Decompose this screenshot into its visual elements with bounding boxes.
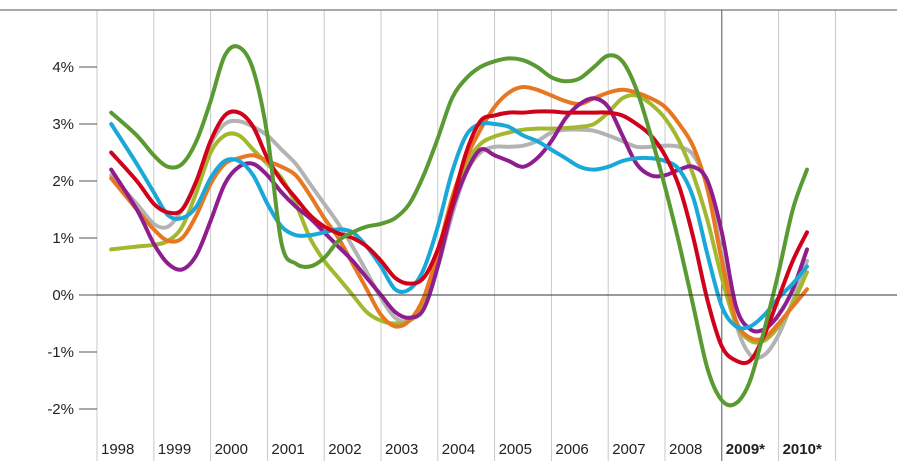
series-line-5 xyxy=(109,84,809,342)
grid xyxy=(96,10,836,461)
series-line-6 xyxy=(109,93,809,345)
series-lines xyxy=(109,44,809,408)
y-axis-ticks: 4% 3% 2% 1% 0% -1% -2% xyxy=(47,59,97,418)
y-tick-label: 4% xyxy=(52,59,74,76)
x-tick-label: 1998 xyxy=(101,441,134,458)
y-tick-label: -1% xyxy=(47,344,74,361)
x-tick-label: 2001 xyxy=(271,441,304,458)
x-tick-label: 2002 xyxy=(328,441,361,458)
x-tick-label: 2005 xyxy=(499,441,532,458)
series-line-1 xyxy=(109,44,809,408)
x-tick-label: 2007 xyxy=(612,441,645,458)
y-tick-label: 3% xyxy=(52,116,74,133)
x-tick-label: 2004 xyxy=(442,441,475,458)
x-tick-label: 2008 xyxy=(669,441,702,458)
x-tick-label: 1999 xyxy=(158,441,191,458)
series-line-4 xyxy=(109,96,809,334)
y-tick-label: 2% xyxy=(52,173,74,190)
series-line-3 xyxy=(109,121,809,331)
y-tick-label: 0% xyxy=(52,287,74,304)
x-tick-label: 2010* xyxy=(783,441,822,458)
y-tick-label: -2% xyxy=(47,401,74,418)
x-axis-ticks: 1998 1999 2000 2001 2002 2003 2004 2005 2006 2007… xyxy=(101,441,822,458)
series-line-2 xyxy=(109,109,809,366)
x-tick-label: 2003 xyxy=(385,441,418,458)
x-tick-label: 2009* xyxy=(726,441,765,458)
y-tick-label: 1% xyxy=(52,230,74,247)
x-tick-label: 2000 xyxy=(215,441,248,458)
axes xyxy=(0,9,897,296)
x-tick-label: 2006 xyxy=(555,441,588,458)
